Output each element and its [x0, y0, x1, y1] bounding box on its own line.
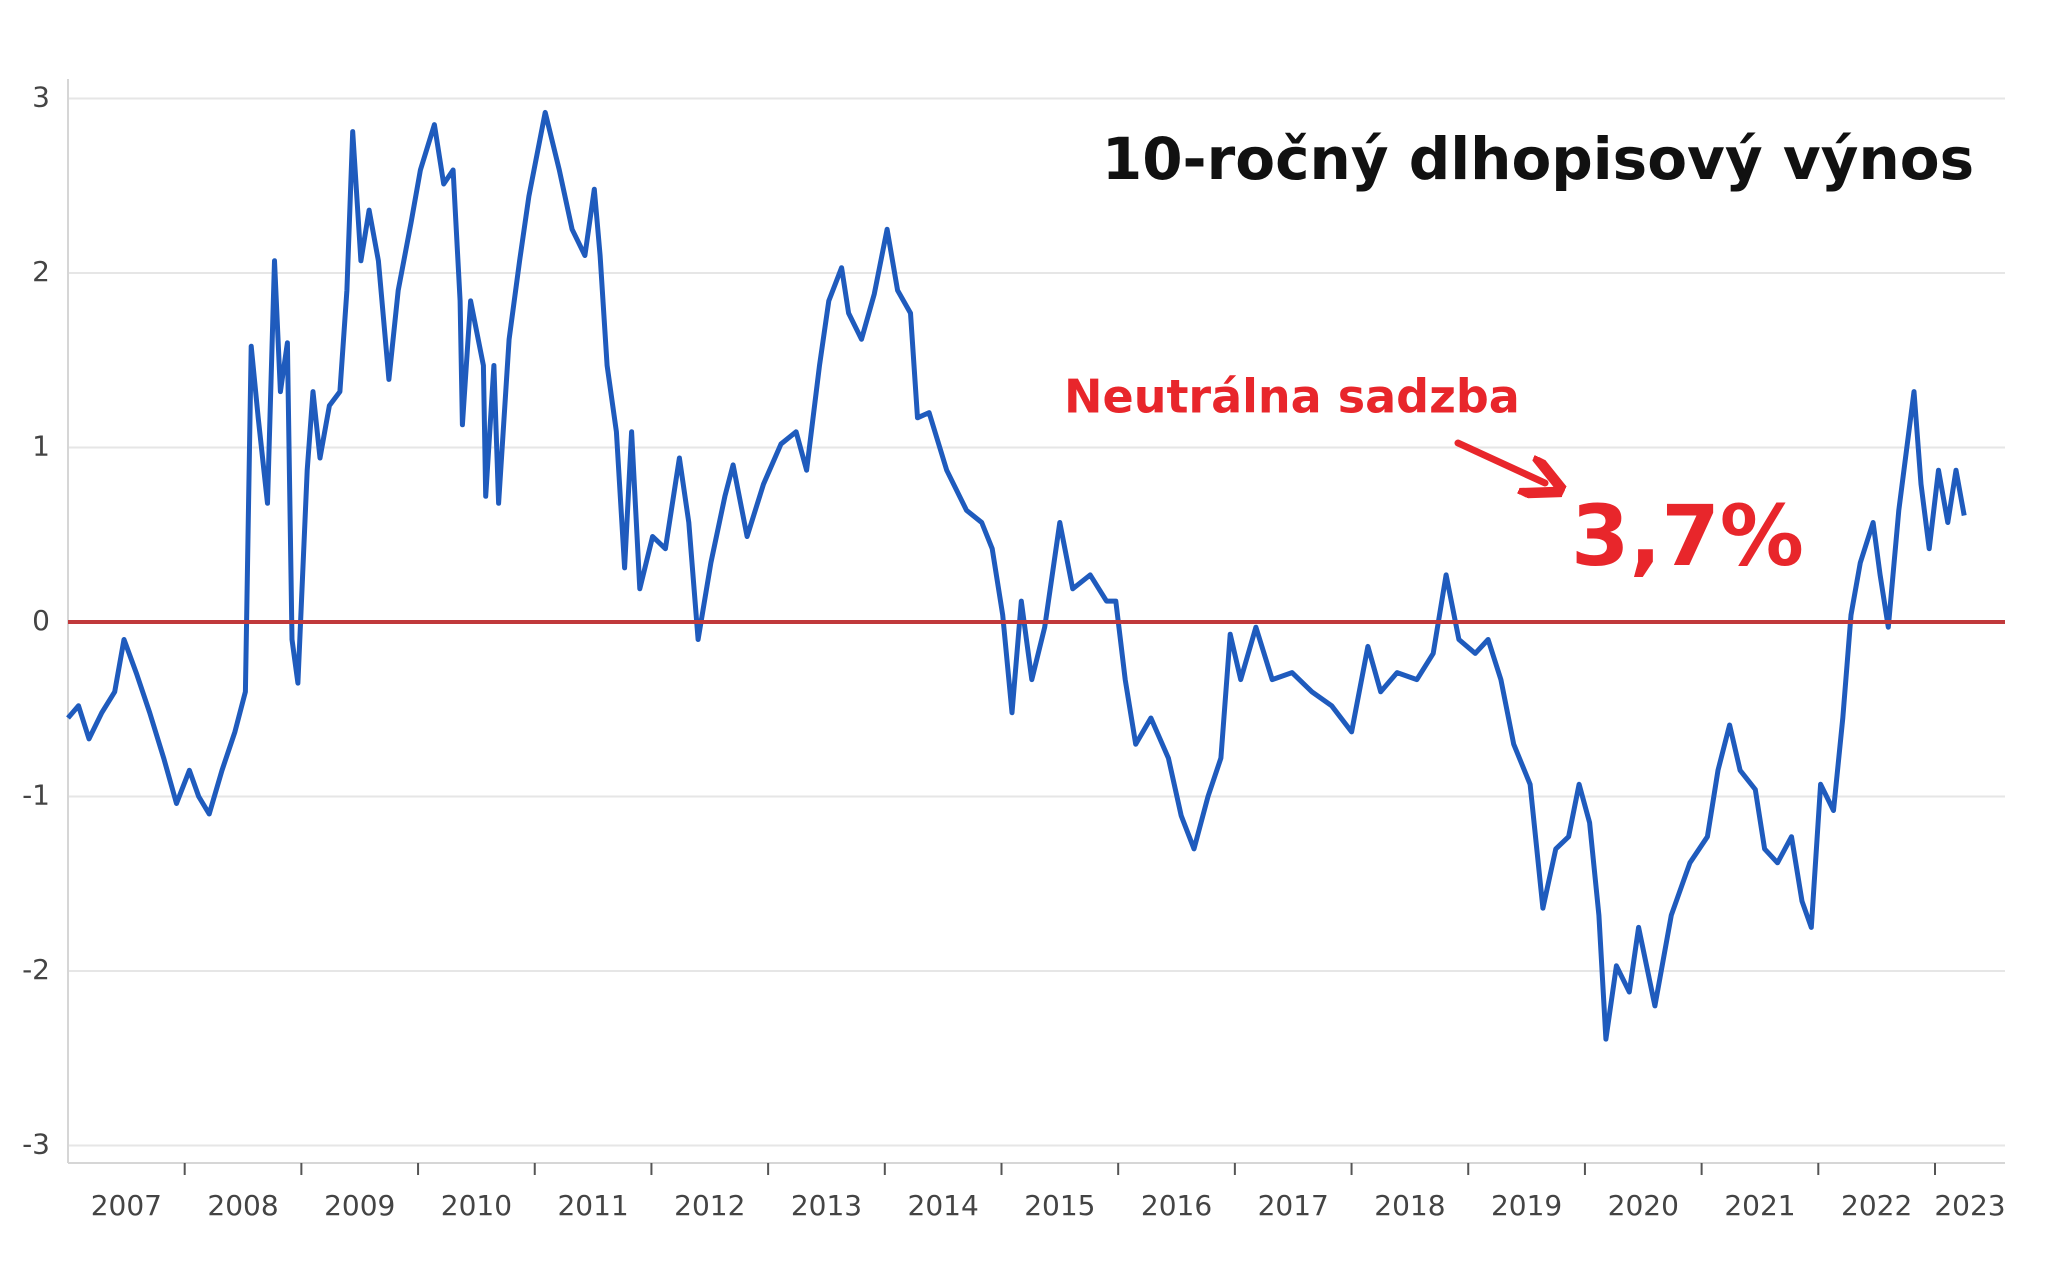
x-tick-label: 2010: [441, 1189, 512, 1222]
x-tick-label: 2011: [557, 1189, 628, 1222]
x-tick-label: 2022: [1841, 1189, 1912, 1222]
y-tick-label: 1: [32, 429, 50, 462]
annotation-arrow: [1454, 439, 1545, 483]
x-tick-label: 2012: [674, 1189, 745, 1222]
x-tick-label: 2014: [908, 1189, 979, 1222]
y-tick-label: 3: [32, 80, 50, 113]
y-tick-label: -1: [22, 779, 50, 812]
x-tick-label: 2019: [1491, 1189, 1562, 1222]
x-tick-label: 2017: [1258, 1189, 1329, 1222]
annotation: Neutrálna sadzba: [1064, 370, 1520, 424]
grid: -3 -2 -1 0 1 2 3 2007 2008 2009 2010 2011 2012 2013 20…: [22, 79, 2006, 1222]
y-tick-label: -2: [22, 953, 50, 986]
data-line: [66, 109, 1967, 1042]
chart-title: 10-ročný dlhopisový výnos: [1102, 125, 1974, 193]
x-tick-label: 2023: [1934, 1189, 2005, 1222]
x-tick-label: 2008: [207, 1189, 278, 1222]
x-tick-label: 2018: [1374, 1189, 1445, 1222]
y-tick-label: -3: [22, 1128, 50, 1161]
x-tick-label: 2013: [791, 1189, 862, 1222]
y-tick-label: 2: [32, 255, 50, 288]
x-tick-label: 2015: [1024, 1189, 1095, 1222]
annotation: 3,7%: [1571, 487, 1804, 585]
marks: [66, 109, 2005, 1042]
x-tick-label: 2020: [1608, 1189, 1679, 1222]
x-tick-label: 2009: [324, 1189, 395, 1222]
x-tick-label: 2007: [91, 1189, 162, 1222]
x-tick-label: 2021: [1724, 1189, 1795, 1222]
x-tick-label: 2016: [1141, 1189, 1212, 1222]
y-tick-label: 0: [32, 604, 50, 637]
